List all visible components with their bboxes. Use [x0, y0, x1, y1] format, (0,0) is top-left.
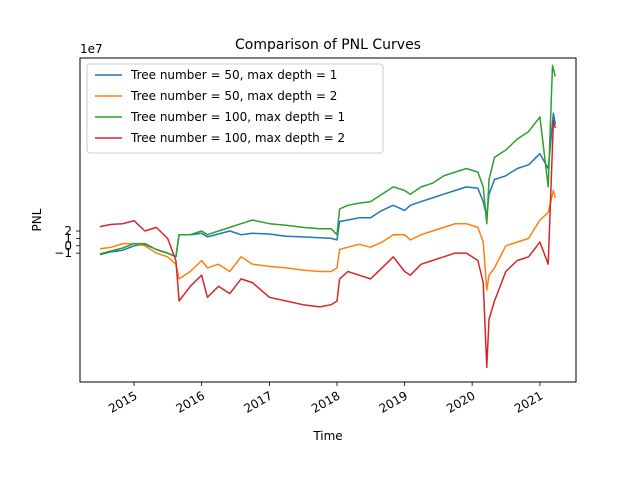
y-tick-label: −1: [54, 246, 72, 260]
legend-label-3: Tree number = 100, max depth = 1: [130, 110, 345, 124]
legend-label-2: Tree number = 50, max depth = 2: [130, 89, 337, 103]
legend: Tree number = 50, max depth = 1 Tree numb…: [86, 63, 384, 154]
series-line-4: [99, 119, 557, 369]
y-axis-label: PNL: [30, 208, 44, 231]
legend-label-4: Tree number = 100, max depth = 2: [130, 131, 345, 145]
plot-lines: [99, 64, 557, 369]
y-tick-label: 1: [64, 231, 72, 245]
plot-frame: [79, 57, 577, 383]
y-tick-label: 0: [64, 239, 72, 253]
x-axis-label: Time: [312, 429, 342, 443]
legend-entries: Tree number = 50, max depth = 1 Tree numb…: [95, 68, 345, 145]
legend-label-1: Tree number = 50, max depth = 1: [130, 68, 337, 82]
y-offset-label: 1e7: [80, 42, 103, 56]
series-line-2: [99, 189, 557, 291]
series-line-3: [99, 64, 557, 258]
legend-box: [86, 63, 384, 154]
chart-title: Comparison of PNL Curves: [235, 37, 421, 53]
y-tick-label: 2: [64, 224, 72, 238]
